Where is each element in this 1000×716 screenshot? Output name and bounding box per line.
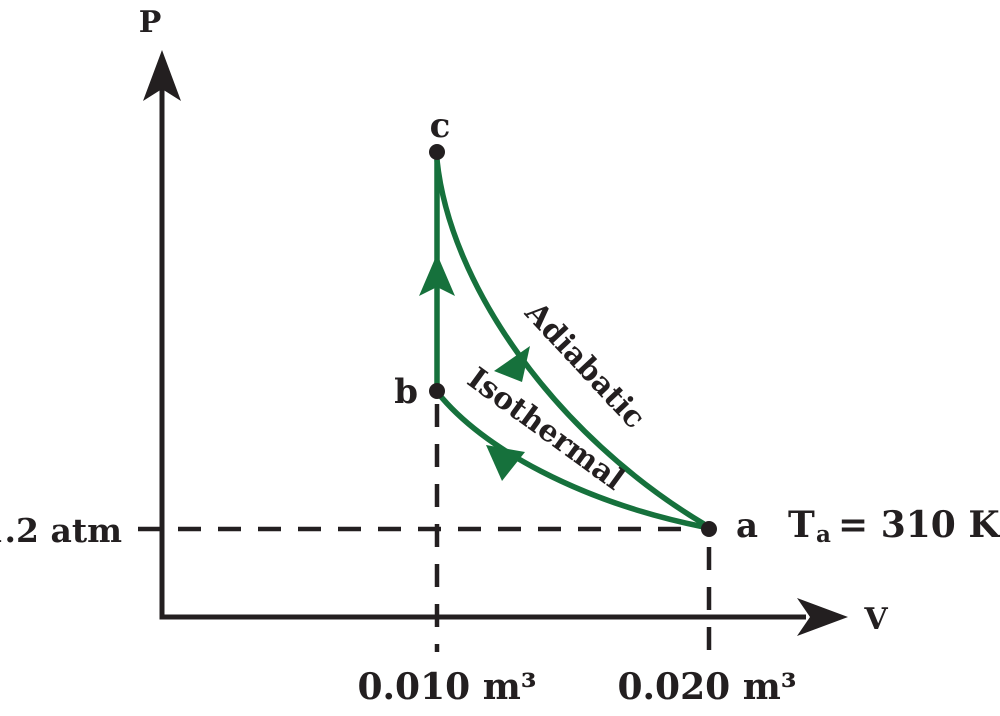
point-a-dot: [701, 521, 717, 537]
pressure-tick-label: 1.2 atm: [0, 511, 122, 550]
volume-a-tick-label: 0.020 m³: [617, 666, 796, 708]
point-b-label: b: [394, 372, 418, 412]
p-axis-arrowhead-icon: [143, 50, 181, 101]
temperature-value: = 310 K: [838, 504, 1000, 546]
point-a-label: a: [736, 506, 758, 546]
isothermal-curve: [435, 391, 705, 530]
constant-volume-arrowhead-icon: [419, 254, 455, 296]
temperature-subscript: a: [816, 521, 831, 548]
adiabatic-arrowhead-icon: [494, 346, 530, 382]
volume-bc-tick-label: 0.010 m³: [357, 666, 536, 708]
v-axis-arrowhead-icon: [797, 598, 848, 636]
p-axis-label: P: [139, 5, 162, 40]
point-c-dot: [429, 144, 445, 160]
isothermal-arrowhead-icon: [486, 445, 525, 481]
temperature-symbol: T: [788, 504, 815, 546]
point-c-label: c: [430, 106, 451, 146]
point-b-dot: [429, 383, 445, 399]
v-axis-label: V: [863, 602, 888, 637]
